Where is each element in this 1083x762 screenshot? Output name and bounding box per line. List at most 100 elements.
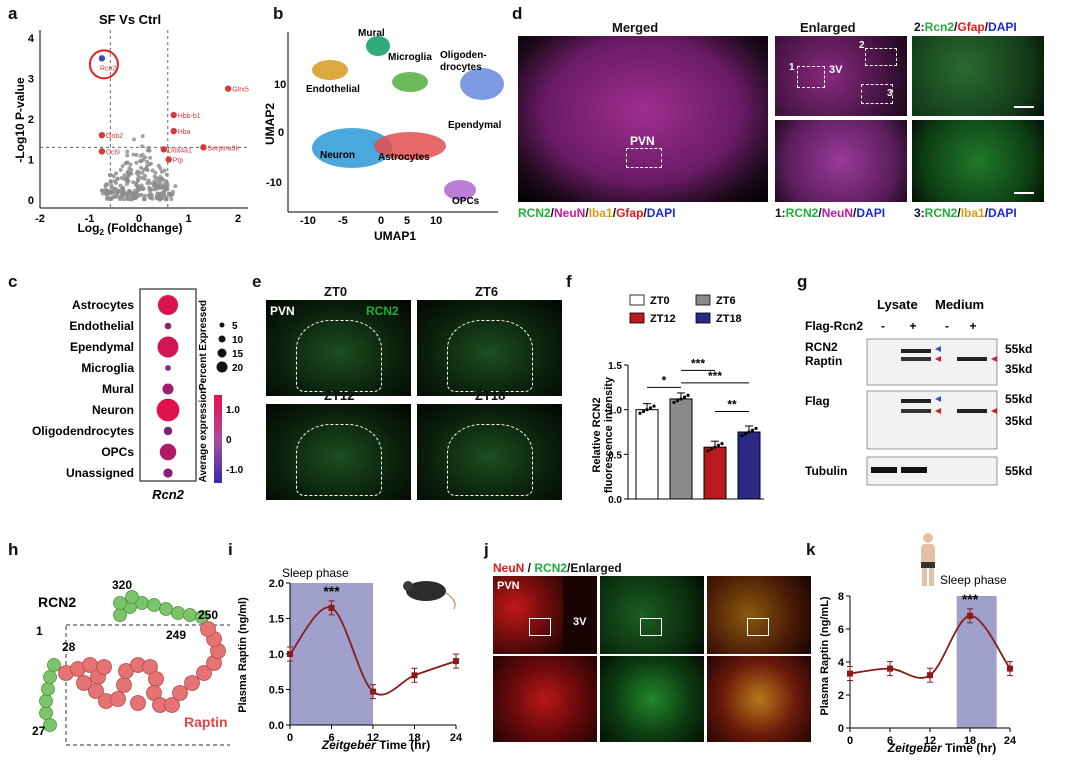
sleep-phase-shade-k: [956, 596, 997, 728]
x-tick: 6: [887, 735, 893, 747]
svg-text:-10: -10: [266, 177, 282, 189]
volcano-point: [130, 197, 135, 202]
volcano-y-tick: 2: [28, 114, 34, 126]
volcano-point: [108, 179, 113, 184]
size-marker-4: 35kd: [1005, 414, 1032, 428]
volcano-point: [118, 167, 123, 172]
volcano-point: [148, 187, 153, 192]
volcano-point: [111, 174, 116, 179]
panel-j-title: NeuN / RCN2/Enlarged: [493, 561, 622, 575]
volcano-point: [124, 197, 129, 202]
volcano-axes: -2 -1 0 1 2 0 1 2 3 4: [28, 30, 248, 225]
volcano-label-hba: Hba: [178, 129, 191, 136]
volcano-point: [140, 144, 145, 149]
zt-tile-title: ZT0: [324, 284, 348, 299]
merged-title: Merged: [612, 20, 659, 35]
sig-star: **: [727, 397, 737, 411]
significance-k: ***: [962, 591, 979, 607]
rcn2-bead: [43, 718, 57, 732]
band-flag-lysate-cleaved: [901, 409, 931, 413]
panel-letter-e: e: [252, 272, 262, 291]
volcano-point: [113, 180, 118, 185]
volcano-y-tick: 0: [28, 195, 34, 207]
volcano-point: [107, 196, 112, 201]
volcano-point: [135, 194, 140, 199]
dot-plot-dot: [157, 336, 179, 358]
x-tick: 12: [367, 732, 379, 744]
volcano-point: [144, 167, 149, 172]
umap-clusters: [312, 36, 504, 200]
residue-320: 320: [112, 578, 132, 592]
volcano-point: [143, 155, 148, 160]
residue-1: 1: [36, 624, 43, 638]
volcano-point: [117, 195, 122, 200]
volcano-label-ddx4a1: Ddx4a1: [168, 147, 192, 154]
volcano-point: [134, 180, 139, 185]
dot-plot-row-label: Neuron: [92, 403, 134, 417]
lane-sign: +: [969, 319, 976, 333]
x-tick: 24: [1004, 735, 1017, 747]
bar-zt12: [703, 446, 727, 500]
volcano-point: [134, 160, 139, 165]
bar-y-tick: 1.5: [608, 361, 622, 372]
volcano-point: [139, 175, 144, 180]
umap-plot: Mural Microglia Oligoden- drocytes Endot…: [263, 28, 504, 243]
volcano-point: [103, 184, 108, 189]
volcano-point: [131, 180, 136, 185]
series-point: [411, 672, 418, 679]
blot-flag-membrane: [866, 390, 998, 450]
volcano-point: [131, 152, 136, 157]
neun-enlarged-image: [493, 656, 597, 742]
bar-point: [652, 404, 656, 408]
size-legend-dot: [218, 335, 226, 343]
svg-text:-10: -10: [300, 215, 316, 227]
caption-1: 1:RCN2/NeuN/DAPI: [775, 206, 886, 220]
box-label-2: 2: [859, 40, 865, 51]
bar-point: [716, 443, 721, 447]
volcano-label-hbb-b1: Hbb-b1: [178, 113, 201, 120]
bar-legend-swatch: [695, 294, 711, 306]
volcano-y-tick: 1: [28, 154, 34, 166]
bar-zt18: [737, 431, 761, 500]
raptin-bead: [172, 685, 188, 701]
cluster-microglia: [392, 72, 428, 92]
band-rcn2-medium: [957, 357, 987, 361]
dot-plot-dot: [164, 322, 172, 330]
line-i-series: [287, 600, 459, 700]
dot-plot-row-label: Ependymal: [70, 340, 134, 354]
band-rcn2-lysate-full: [901, 349, 931, 353]
blot-label-tubulin: Tubulin: [805, 464, 847, 478]
line-k-x-label: Zeitgeber Time (hr): [887, 741, 996, 755]
bar-legend-label: ZT6: [716, 295, 736, 307]
x-tick: 12: [924, 735, 936, 747]
panel-letter-i: i: [228, 540, 233, 559]
volcano-point: [152, 187, 157, 192]
volcano-label-ccl9: Ccl9: [106, 149, 120, 156]
bar-point: [706, 449, 710, 453]
cluster-astrocytes: [374, 132, 446, 160]
cluster-label-opcs: OPCs: [452, 196, 480, 207]
y-tick: 2.0: [269, 578, 284, 590]
volcano-point: [103, 188, 108, 193]
color-legend-hi: 1.0: [226, 405, 240, 416]
volcano-point: [124, 177, 129, 182]
bar-y-label-2: fluorescence intensity: [603, 376, 615, 493]
arrow-blue-1: [935, 346, 941, 352]
cluster-mural: [366, 36, 390, 56]
volcano-point: [159, 169, 164, 174]
raptin-bead: [88, 683, 104, 699]
cluster-label-astrocytes: Astrocytes: [378, 152, 430, 163]
bar-point: [645, 408, 649, 412]
color-legend-mid: 0: [226, 435, 232, 446]
volcano-point: [103, 191, 108, 196]
arrow-red-3: [935, 408, 941, 414]
volcano-label-rcn2: Rcn2: [100, 65, 116, 72]
raptin-bead: [164, 697, 180, 713]
series-point: [370, 688, 376, 695]
y-tick: 0.0: [269, 720, 284, 732]
dot-plot-row-label: Endothelial: [69, 319, 134, 333]
size-marker-5: 55kd: [1005, 464, 1032, 478]
size-legend: 5 10 15 20: [216, 321, 244, 374]
volcano-point: [147, 181, 152, 186]
volcano-point: [162, 181, 167, 186]
